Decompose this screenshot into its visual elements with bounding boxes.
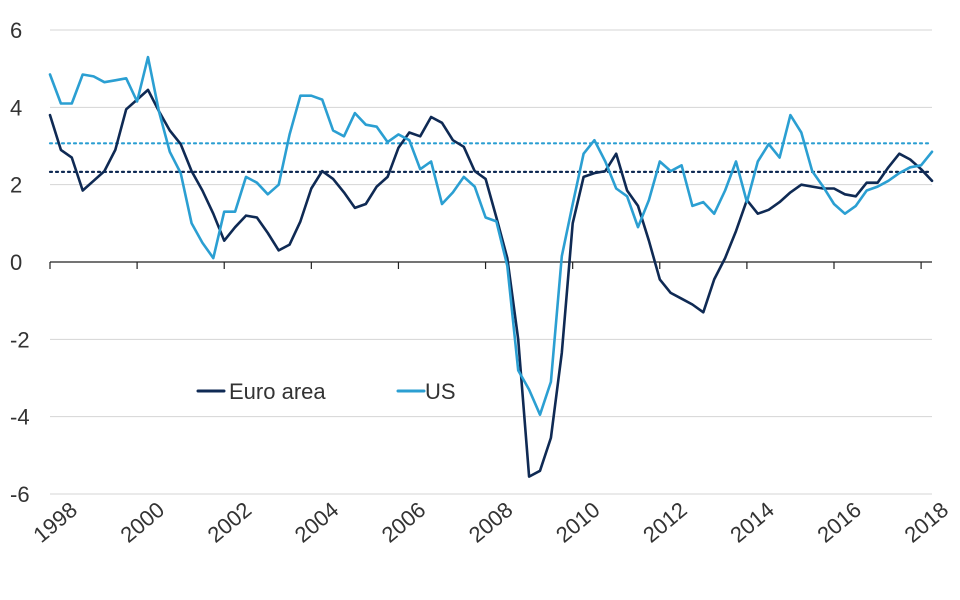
x-tick-label: 2000 xyxy=(116,497,170,548)
legend-label-us: US xyxy=(425,379,456,404)
x-tick-label: 2012 xyxy=(638,497,692,548)
x-tick-label: 2014 xyxy=(725,497,779,548)
x-tick-label: 2010 xyxy=(551,497,605,548)
series-line-us xyxy=(48,55,934,417)
legend-label-euro-area: Euro area xyxy=(229,379,326,404)
x-tick-label: 2008 xyxy=(464,497,518,548)
x-tick-label: 1998 xyxy=(28,497,82,548)
grid-lines xyxy=(50,29,932,495)
average-reference-lines xyxy=(48,142,934,174)
y-axis-tick-labels: -6 -4 -2 0 2 4 6 xyxy=(10,18,30,507)
y-tick-label: 2 xyxy=(10,173,22,198)
x-tick-label: 2002 xyxy=(203,497,257,548)
series-lines xyxy=(48,55,934,478)
x-axis xyxy=(49,261,932,269)
x-tick-label: 2016 xyxy=(812,497,866,548)
y-tick-label: -4 xyxy=(10,405,30,430)
x-axis-tick-labels: 1998 2000 2002 2004 2006 2008 2010 2012 2014 2016… xyxy=(28,497,953,548)
y-tick-label: -2 xyxy=(10,327,30,352)
y-tick-label: 4 xyxy=(10,95,22,120)
series-line-euro-area xyxy=(48,88,934,478)
x-tick-label: 2018 xyxy=(900,497,954,548)
y-tick-label: -6 xyxy=(10,482,30,507)
x-tick-label: 2004 xyxy=(290,497,344,548)
y-tick-label: 6 xyxy=(10,18,22,43)
legend: Euro area US xyxy=(196,379,456,404)
y-tick-label: 0 xyxy=(10,250,22,275)
x-tick-label: 2006 xyxy=(377,497,431,548)
